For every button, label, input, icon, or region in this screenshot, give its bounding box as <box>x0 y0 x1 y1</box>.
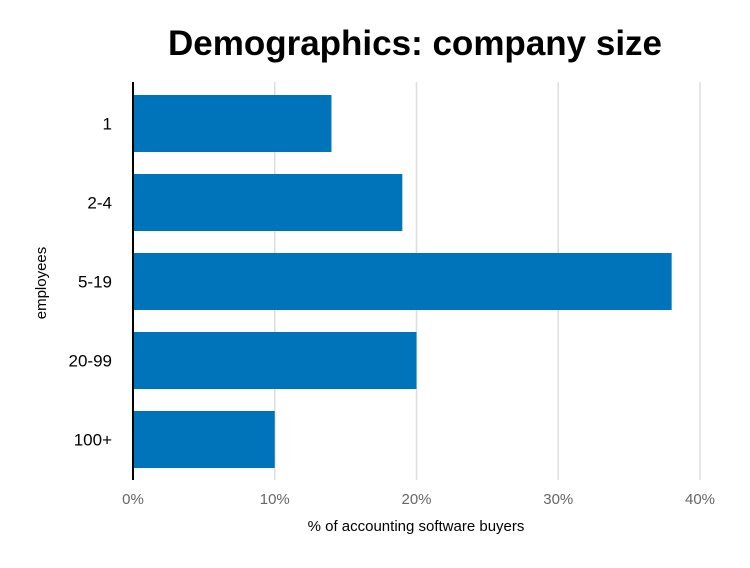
y-category-label: 5-19 <box>78 273 112 292</box>
y-category-label: 2-4 <box>87 194 112 213</box>
bar-20-99 <box>133 332 417 389</box>
y-axis-label: employees <box>33 247 50 320</box>
bar-100+ <box>133 411 275 468</box>
chart-title: Demographics: company size <box>167 24 663 63</box>
x-tick-label: 10% <box>260 491 290 508</box>
y-category-label: 20-99 <box>69 352 112 371</box>
bar-2-4 <box>133 174 403 231</box>
x-axis-label: % of accounting software buyers <box>308 518 525 535</box>
bar-5-19 <box>133 253 672 310</box>
x-tick-label: 40% <box>685 491 715 508</box>
y-category-label: 100+ <box>74 431 112 450</box>
x-tick-label: 20% <box>401 491 431 508</box>
x-tick-label: 30% <box>543 491 573 508</box>
y-category-label: 1 <box>103 115 112 134</box>
bar-1 <box>133 95 332 152</box>
x-tick-label: 0% <box>122 491 144 508</box>
